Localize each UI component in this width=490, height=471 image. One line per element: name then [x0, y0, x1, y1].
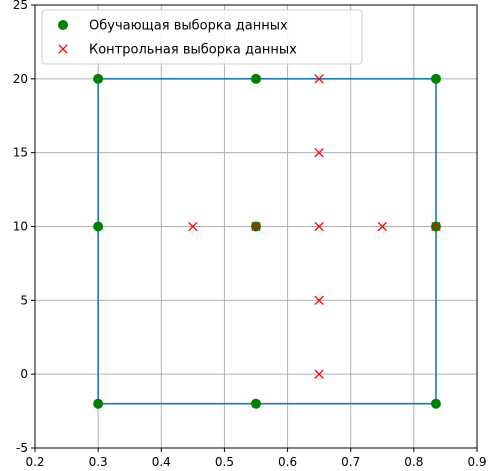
- control-point: [431, 221, 441, 232]
- control-point: [314, 295, 324, 305]
- y-tick-label: 20: [13, 72, 28, 86]
- legend-marker: [58, 20, 68, 30]
- control-point: [314, 74, 324, 84]
- control-point-stroke: [314, 74, 324, 84]
- x-tick-label: 0.6: [278, 455, 297, 469]
- data-points: [93, 73, 441, 409]
- y-tick-label: -5: [16, 441, 28, 455]
- legend-marker-stroke: [58, 44, 68, 54]
- control-point-stroke: [377, 221, 387, 232]
- legend-marker: [58, 44, 68, 54]
- y-tick-label: 5: [20, 293, 28, 307]
- control-point-stroke: [314, 148, 324, 158]
- control-point: [251, 221, 261, 232]
- y-tick-label: 25: [13, 0, 28, 12]
- x-tick-label: 0.2: [25, 455, 44, 469]
- training-region-boundary: [97, 78, 437, 405]
- boundary-line: [97, 78, 437, 405]
- control-point: [314, 148, 324, 158]
- axis-ticks: 0.2 0.3 0.4 0.5 0.6 0.7 0.8 0.9 -5 0 5 10 15 20 25: [13, 0, 487, 469]
- y-tick-label: 10: [13, 220, 28, 234]
- control-point: [314, 221, 324, 232]
- y-tick-label: 0: [20, 367, 28, 381]
- training-point: [93, 73, 104, 84]
- training-point: [430, 73, 441, 84]
- control-point: [377, 221, 387, 232]
- control-point: [188, 221, 198, 232]
- series-2: [188, 74, 441, 379]
- training-point: [430, 398, 441, 409]
- control-point-stroke: [314, 221, 324, 232]
- x-tick-label: 0.3: [89, 455, 108, 469]
- x-tick-label: 0.4: [152, 455, 171, 469]
- x-tick-label: 0.9: [467, 455, 486, 469]
- training-point: [93, 398, 104, 409]
- control-point: [314, 369, 324, 379]
- y-tick-label: 15: [13, 146, 28, 160]
- training-point: [251, 73, 261, 84]
- legend-label: Контрольная выборка данных: [89, 43, 297, 58]
- training-point: [93, 221, 104, 232]
- training-point: [251, 398, 261, 409]
- x-tick-label: 0.8: [404, 455, 423, 469]
- series-1: [93, 73, 441, 409]
- legend-label: Обучающая выборка данных: [89, 19, 288, 34]
- control-point-stroke: [314, 369, 324, 379]
- x-tick-label: 0.5: [215, 455, 234, 469]
- control-point-stroke: [431, 221, 441, 232]
- legend-box: [41, 9, 363, 65]
- control-point-stroke: [188, 221, 198, 232]
- legend: Обучающая выборка данных Контрольная выбо…: [41, 9, 363, 65]
- x-tick-label: 0.7: [341, 455, 360, 469]
- control-point-stroke: [314, 295, 324, 305]
- control-point-stroke: [251, 221, 261, 232]
